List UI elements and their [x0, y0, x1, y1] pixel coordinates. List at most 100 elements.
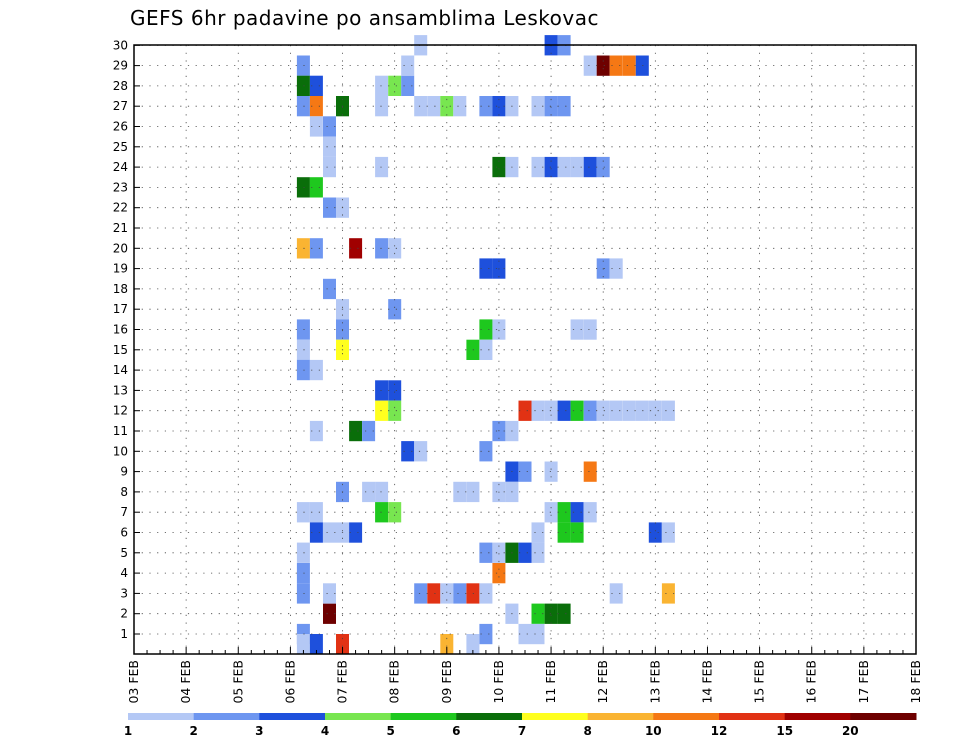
y-tick-label: 18: [113, 282, 128, 296]
y-tick-label: 22: [113, 201, 128, 215]
heatmap-cell: [583, 319, 597, 340]
cells-layer: [296, 35, 675, 655]
heatmap-cell: [518, 400, 532, 421]
heatmap-cell: [544, 400, 558, 421]
y-tick-label: 11: [113, 424, 128, 438]
heatmap-cell: [479, 319, 493, 340]
heatmap-cell: [323, 197, 336, 218]
heatmap-cell: [349, 522, 363, 543]
legend-label: 15: [776, 724, 793, 738]
y-tick-label: 16: [113, 323, 128, 337]
x-tick-label: 18 FEB: [908, 660, 923, 704]
chart-title: GEFS 6hr padavine po ansamblima Leskovac: [130, 6, 599, 30]
y-tick-label: 14: [113, 363, 128, 377]
heatmap-cell: [440, 583, 454, 604]
heatmap-cell: [479, 258, 493, 279]
legend-label: 10: [645, 724, 662, 738]
legend-swatch: [325, 713, 392, 720]
heatmap-cell: [479, 441, 493, 462]
heatmap-cell: [531, 542, 545, 563]
heatmap-cell: [531, 522, 545, 543]
heatmap-cell: [544, 603, 558, 624]
heatmap-cell: [531, 603, 545, 624]
heatmap-cell: [362, 481, 376, 503]
heatmap-cell: [609, 400, 623, 421]
heatmap-cell: [479, 96, 493, 117]
legend-swatch: [193, 713, 260, 720]
heatmap-cell: [349, 238, 363, 259]
heatmap-cell: [570, 319, 584, 340]
heatmap-cell: [323, 522, 336, 543]
heatmap-cell: [570, 400, 584, 421]
y-tick-label: 13: [113, 383, 128, 397]
heatmap-cell: [596, 156, 610, 178]
heatmap-cell: [609, 258, 623, 279]
heatmap-cell: [531, 96, 545, 117]
legend-swatch: [522, 713, 589, 720]
y-tick-label: 23: [113, 180, 128, 194]
heatmap-cell: [557, 522, 571, 543]
heatmap-cell: [427, 583, 441, 604]
legend-label: 6: [452, 724, 460, 738]
x-tick-label: 17 FEB: [856, 660, 871, 704]
legend-swatch: [390, 713, 457, 720]
x-tick-label: 05 FEB: [230, 660, 245, 704]
y-tick-label: 10: [113, 444, 128, 458]
legend-swatch: [653, 713, 720, 720]
y-tick-label: 26: [113, 120, 128, 134]
heatmap-cell: [427, 96, 441, 117]
legend-label: 8: [584, 724, 592, 738]
x-tick-label: 11 FEB: [543, 660, 558, 704]
legend-swatch: [719, 713, 786, 720]
heatmap-cell: [661, 522, 675, 543]
heatmap-cell: [309, 177, 323, 198]
x-tick-label: 10 FEB: [491, 660, 506, 704]
heatmap-cell: [661, 400, 675, 421]
legend-swatch: [784, 713, 851, 720]
legend-label: 1: [124, 724, 132, 738]
heatmap-cell: [323, 583, 336, 604]
heatmap-cell: [648, 400, 662, 421]
heatmap-cell: [323, 136, 336, 157]
heatmap-cell: [336, 634, 349, 655]
heatmap-cell: [388, 299, 402, 320]
heatmap-cell: [557, 156, 571, 178]
heatmap-cell: [583, 400, 597, 421]
heatmap-cell: [414, 583, 428, 604]
heatmap-cell: [583, 461, 597, 482]
heatmap-cell: [440, 96, 454, 117]
y-tick-label: 20: [113, 241, 128, 255]
heatmap-cell: [518, 461, 532, 482]
heatmap-cell: [492, 563, 506, 584]
y-tick-label: 17: [113, 302, 128, 316]
heatmap-cell: [401, 75, 415, 96]
x-tick-label: 07 FEB: [335, 660, 350, 704]
heatmap-cell: [401, 441, 415, 462]
x-tick-label: 15 FEB: [752, 660, 767, 704]
legend-swatch: [587, 713, 654, 720]
heatmap-cell: [323, 156, 336, 178]
heatmap-cell: [596, 400, 610, 421]
x-tick-label: 13 FEB: [647, 660, 662, 704]
legend-label: 3: [255, 724, 263, 738]
heatmap-cell: [440, 634, 454, 655]
heatmap-cell: [388, 400, 402, 421]
heatmap-cell: [309, 238, 323, 259]
legend-swatch: [850, 713, 917, 720]
legend-label: 2: [190, 724, 198, 738]
legend-swatch: [456, 713, 523, 720]
x-tick-label: 08 FEB: [387, 660, 402, 704]
heatmap-cell: [609, 55, 623, 76]
heatmap-cell: [570, 522, 584, 543]
heatmap-cell: [309, 96, 323, 117]
heatmap-cell: [309, 359, 323, 381]
x-tick-label: 12 FEB: [595, 660, 610, 704]
heatmap-cell: [453, 481, 467, 503]
heatmap-cell: [544, 156, 558, 178]
heatmap-cell: [388, 75, 402, 96]
heatmap-cell: [531, 400, 545, 421]
heatmap-cell: [309, 634, 323, 655]
heatmap-cell: [518, 623, 532, 645]
legend-label: 20: [842, 724, 859, 738]
